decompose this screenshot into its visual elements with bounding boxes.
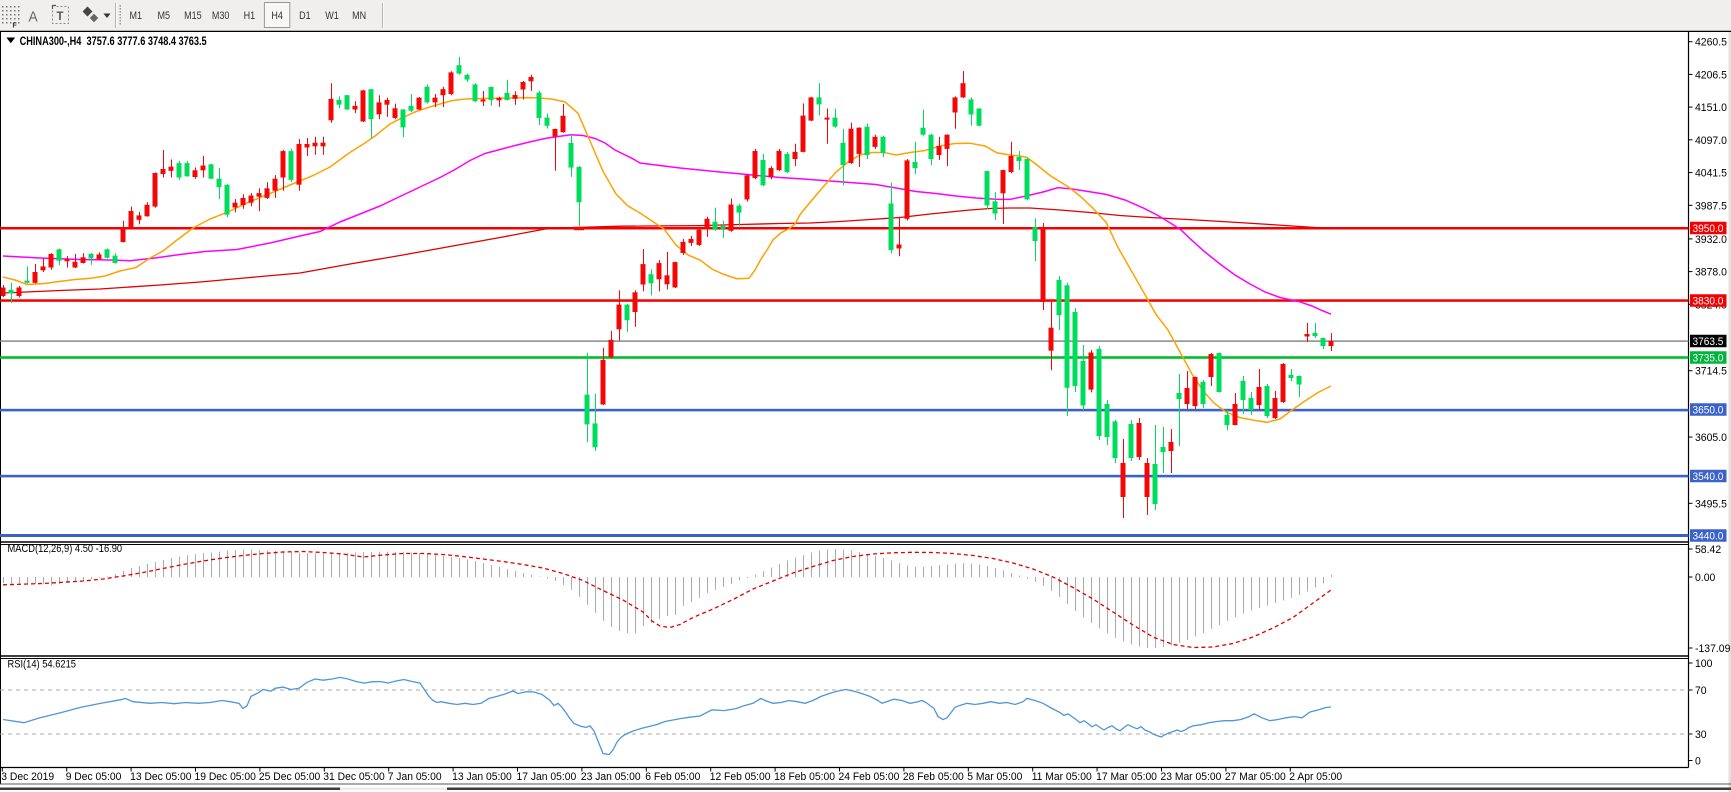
svg-text:28 Feb 05:00: 28 Feb 05:00 <box>903 771 964 783</box>
svg-text:3650.0: 3650.0 <box>1693 404 1724 416</box>
svg-text:A: A <box>29 8 39 24</box>
svg-text:19 Dec 05:00: 19 Dec 05:00 <box>195 771 256 783</box>
svg-text:W1: W1 <box>325 10 339 22</box>
svg-text:23 Jan 05:00: 23 Jan 05:00 <box>581 771 641 783</box>
svg-text:31 Dec 05:00: 31 Dec 05:00 <box>323 771 384 783</box>
svg-text:4041.5: 4041.5 <box>1695 167 1727 179</box>
svg-text:3605.0: 3605.0 <box>1695 432 1727 444</box>
svg-text:3 Dec 2019: 3 Dec 2019 <box>1 771 54 783</box>
svg-text:D1: D1 <box>299 10 311 22</box>
svg-text:27 Mar 05:00: 27 Mar 05:00 <box>1225 771 1286 783</box>
svg-text:MN: MN <box>352 10 366 22</box>
svg-text:3440.0: 3440.0 <box>1693 530 1724 542</box>
svg-text:13 Jan 05:00: 13 Jan 05:00 <box>452 771 512 783</box>
svg-text:24 Feb 05:00: 24 Feb 05:00 <box>839 771 900 783</box>
svg-text:H4: H4 <box>271 10 283 22</box>
svg-text:4151.0: 4151.0 <box>1695 102 1727 114</box>
svg-text:RSI(14) 54.6215: RSI(14) 54.6215 <box>8 659 77 671</box>
svg-text:-137.09: -137.09 <box>1695 643 1730 655</box>
svg-text:3495.5: 3495.5 <box>1695 498 1727 510</box>
svg-text:70: 70 <box>1695 685 1707 697</box>
svg-text:4206.5: 4206.5 <box>1695 69 1727 81</box>
svg-text:M30: M30 <box>212 10 230 22</box>
svg-text:3714.5: 3714.5 <box>1695 365 1727 377</box>
svg-text:3763.5: 3763.5 <box>1693 336 1724 348</box>
svg-text:F: F <box>13 23 18 30</box>
svg-text:6 Feb 05:00: 6 Feb 05:00 <box>645 771 700 783</box>
svg-text:4260.5: 4260.5 <box>1695 36 1727 48</box>
svg-text:3932.0: 3932.0 <box>1695 234 1727 246</box>
svg-text:0: 0 <box>1695 755 1701 767</box>
svg-text:3735.0: 3735.0 <box>1693 352 1724 364</box>
svg-text:100: 100 <box>1695 658 1712 670</box>
svg-text:12 Feb 05:00: 12 Feb 05:00 <box>710 771 771 783</box>
svg-text:25 Dec 05:00: 25 Dec 05:00 <box>259 771 320 783</box>
svg-text:17 Mar 05:00: 17 Mar 05:00 <box>1096 771 1157 783</box>
svg-text:M5: M5 <box>158 10 171 22</box>
svg-text:3540.0: 3540.0 <box>1693 471 1724 483</box>
svg-text:58.42: 58.42 <box>1695 544 1721 556</box>
svg-text:CHINA300-,H4 3757.6 3777.6 37: CHINA300-,H4 3757.6 3777.6 3748.4 3763.5 <box>20 36 207 48</box>
svg-text:9 Dec 05:00: 9 Dec 05:00 <box>66 771 122 783</box>
svg-text:23 Mar 05:00: 23 Mar 05:00 <box>1161 771 1222 783</box>
svg-text:3987.5: 3987.5 <box>1695 200 1727 212</box>
svg-text:4097.0: 4097.0 <box>1695 135 1727 147</box>
svg-text:3878.0: 3878.0 <box>1695 266 1727 278</box>
svg-text:M1: M1 <box>130 10 143 22</box>
svg-text:17 Jan 05:00: 17 Jan 05:00 <box>517 771 577 783</box>
svg-text:5 Mar 05:00: 5 Mar 05:00 <box>967 771 1022 783</box>
svg-text:0.00: 0.00 <box>1695 572 1715 584</box>
svg-text:H1: H1 <box>244 10 256 22</box>
svg-text:T: T <box>57 10 65 23</box>
svg-text:2 Apr 05:00: 2 Apr 05:00 <box>1289 771 1342 783</box>
svg-text:7 Jan 05:00: 7 Jan 05:00 <box>388 771 442 783</box>
svg-text:MACD(12,26,9) 4.50 -16.90: MACD(12,26,9) 4.50 -16.90 <box>8 543 123 555</box>
svg-text:18 Feb 05:00: 18 Feb 05:00 <box>774 771 835 783</box>
svg-text:M15: M15 <box>184 10 202 22</box>
svg-text:30: 30 <box>1695 729 1707 741</box>
svg-text:13 Dec 05:00: 13 Dec 05:00 <box>130 771 191 783</box>
svg-text:3830.0: 3830.0 <box>1693 295 1724 307</box>
svg-text:3950.0: 3950.0 <box>1693 223 1724 235</box>
svg-text:11 Mar 05:00: 11 Mar 05:00 <box>1032 771 1092 783</box>
